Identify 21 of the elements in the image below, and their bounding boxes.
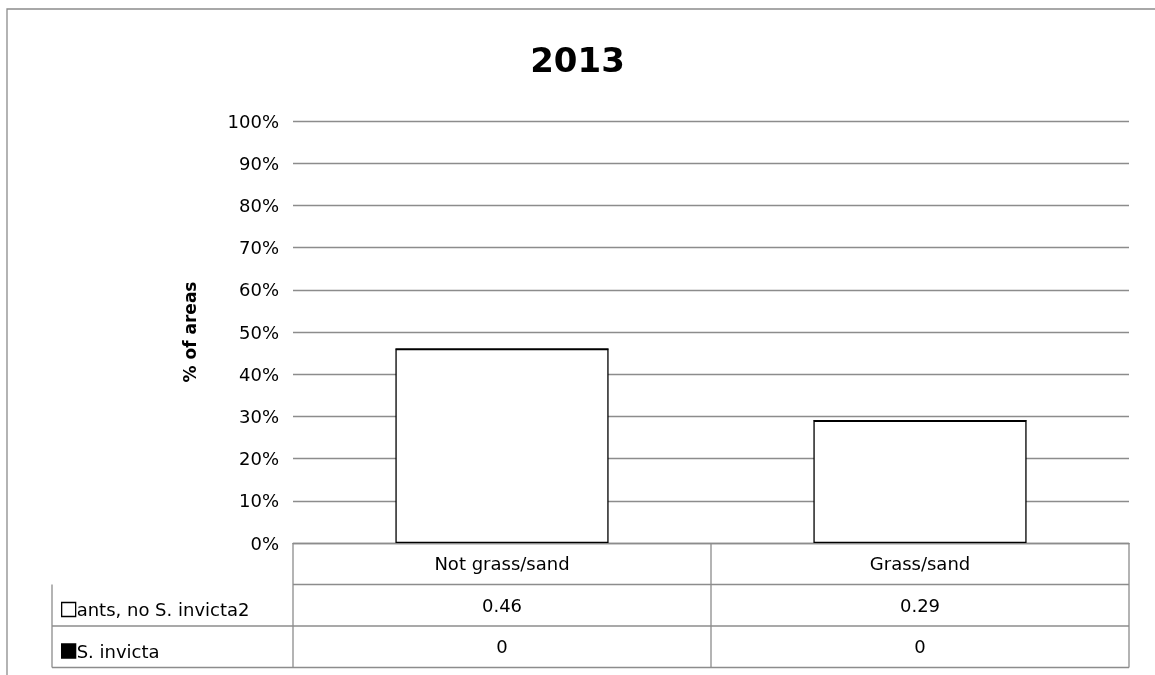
x-tick-label: Not grass/sand <box>434 552 570 574</box>
data-label: 0 <box>496 636 508 658</box>
y-tick-label: 0% <box>250 532 279 554</box>
y-tick-label: 20% <box>238 448 279 470</box>
y-tick-label: 40% <box>238 363 279 385</box>
y-tick-label: 10% <box>238 490 279 512</box>
y-tick-label: 100% <box>227 110 279 132</box>
data-label: 0.46 <box>481 594 523 616</box>
legend-label: ants, no S. invicta2 <box>76 599 250 620</box>
legend-label: S. invicta <box>76 640 160 662</box>
y-tick-label: 30% <box>238 405 279 427</box>
data-label: 0 <box>914 636 926 658</box>
y-axis-title: % of areas <box>179 281 200 383</box>
y-tick-label: 50% <box>238 321 279 343</box>
chart-title: 2013 <box>530 40 625 80</box>
data-label: 0.29 <box>899 594 941 616</box>
y-tick-label: 70% <box>238 237 279 259</box>
y-tick-label: 90% <box>238 152 279 174</box>
x-tick-label: Grass/sand <box>869 552 971 574</box>
y-tick-label: 60% <box>238 279 279 301</box>
y-tick-label: 80% <box>238 194 279 216</box>
